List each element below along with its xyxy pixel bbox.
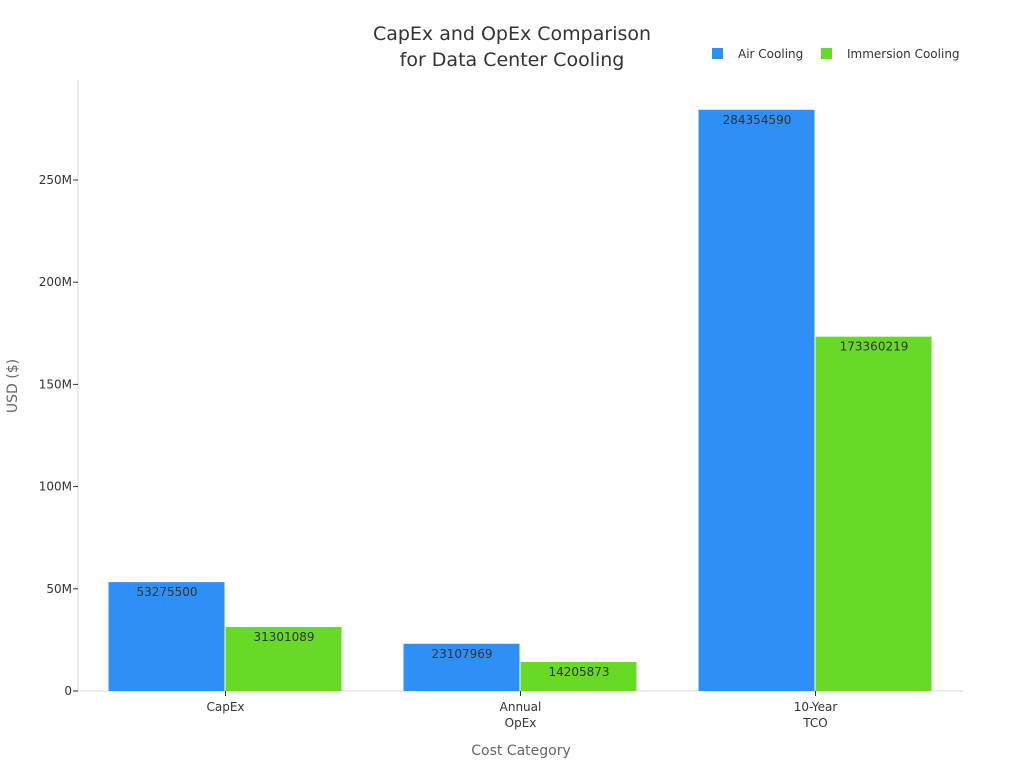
legend-label-air-cooling: Air Cooling	[738, 47, 803, 61]
chart-title-line-1: CapEx and OpEx Comparison	[373, 23, 651, 45]
legend: Air Cooling Immersion Cooling	[712, 47, 960, 61]
legend-swatch-immersion-cooling	[821, 48, 832, 59]
x-tick-label: Annual	[500, 700, 542, 714]
y-tick-label: 50M	[46, 582, 72, 596]
x-tick-label: 10-Year	[794, 700, 838, 714]
chart-title-line-2: for Data Center Cooling	[400, 49, 625, 71]
bar	[108, 582, 225, 691]
y-tick-label: 0	[64, 684, 72, 698]
data-label: 173360219	[840, 340, 909, 354]
x-tick-label: OpEx	[505, 716, 537, 730]
y-axis-label: USD ($)	[5, 359, 21, 413]
bar	[403, 643, 520, 691]
data-label: 31301089	[253, 630, 314, 644]
plot-area: 0 50M 100M 150M 200M 250M CapEx 53275500 3130108…	[39, 80, 963, 730]
data-label: 23107969	[431, 647, 492, 661]
legend-swatch-air-cooling	[712, 48, 723, 59]
y-tick-label: 100M	[39, 480, 72, 494]
data-label: 14205873	[548, 665, 609, 679]
bar	[225, 627, 342, 691]
y-tick-label: 250M	[39, 173, 72, 187]
data-label: 284354590	[723, 113, 792, 127]
y-tick-label: 150M	[39, 377, 72, 391]
legend-label-immersion-cooling: Immersion Cooling	[847, 47, 960, 61]
x-axis-label: Cost Category	[471, 743, 571, 759]
bar	[520, 661, 637, 691]
bar	[815, 336, 932, 691]
x-tick-label: CapEx	[206, 700, 244, 714]
bar	[698, 109, 815, 691]
x-tick-label: TCO	[802, 716, 827, 730]
y-tick-label: 200M	[39, 275, 72, 289]
data-label: 53275500	[136, 585, 197, 599]
